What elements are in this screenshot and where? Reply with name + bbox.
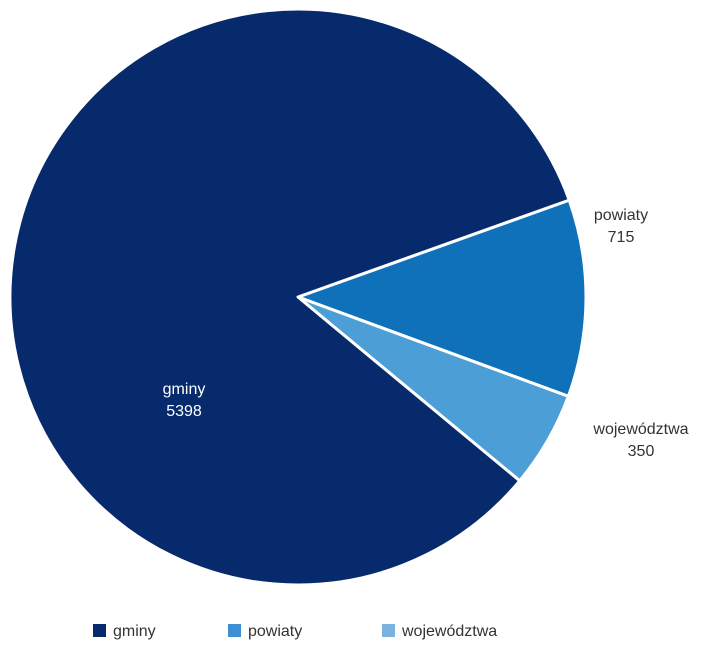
legend: gminy powiaty województwa [93, 623, 497, 640]
legend-swatch-powiaty [228, 624, 241, 637]
slice-labels: gminy 5398 powiaty 715 województwa 350 [163, 207, 689, 460]
slice-label-value-powiaty: 715 [608, 229, 635, 246]
slice-label-value-gminy: 5398 [166, 403, 202, 420]
slice-label-name-powiaty: powiaty [594, 207, 648, 224]
legend-swatch-gminy [93, 624, 106, 637]
slice-label-name-województwa: województwa [592, 421, 688, 438]
pie-slice-gminy [8, 7, 571, 587]
pie-slices [8, 7, 588, 587]
pie-slice-powiaty [296, 198, 588, 398]
slice-label-name-gminy: gminy [163, 381, 206, 398]
slice-label-value-województwa: 350 [628, 443, 655, 460]
legend-label-województwa: województwa [401, 623, 497, 640]
legend-label-gminy: gminy [113, 623, 156, 640]
legend-swatch-województwa [382, 624, 395, 637]
legend-label-powiaty: powiaty [248, 623, 302, 640]
